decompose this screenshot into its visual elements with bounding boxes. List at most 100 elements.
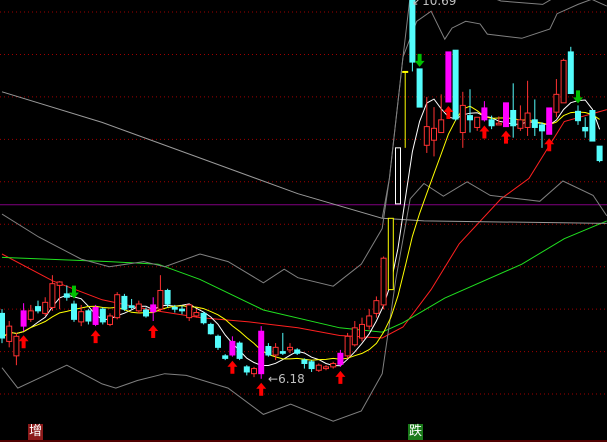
candle-body (438, 119, 445, 134)
candle-body (373, 300, 380, 314)
candle (121, 293, 128, 311)
candle (409, 0, 416, 72)
candle (387, 217, 394, 291)
candle-body (409, 0, 416, 63)
candle-body (495, 122, 502, 126)
candle (186, 304, 193, 322)
candle-body (78, 311, 85, 323)
candle (287, 343, 293, 354)
candle (495, 116, 502, 126)
candle (42, 297, 49, 316)
candle-body (222, 355, 229, 359)
candle-body (215, 335, 221, 348)
candle (416, 68, 423, 108)
candle (20, 303, 27, 332)
candle (337, 349, 344, 367)
candle (222, 354, 229, 361)
candle-body (531, 119, 538, 128)
candle (272, 343, 279, 361)
buy-arrow-icon (443, 105, 454, 119)
sell-arrow-icon (573, 90, 583, 104)
candle-body (143, 309, 149, 317)
candle (265, 343, 272, 357)
candle-body (582, 126, 589, 132)
candle-body (42, 301, 49, 314)
candle (135, 300, 142, 314)
decrease-tag[interactable]: 跌 (408, 424, 424, 440)
candle (373, 296, 380, 318)
candle (56, 281, 63, 310)
candle (517, 105, 524, 131)
buy-arrow-icon (544, 138, 555, 152)
candle-body (596, 145, 603, 162)
candle (531, 99, 538, 136)
candle (301, 358, 308, 369)
candle (164, 288, 171, 308)
candle-body (99, 308, 106, 323)
candle (380, 256, 387, 310)
candle (27, 304, 34, 322)
candle (92, 304, 99, 327)
candle (589, 109, 596, 142)
candle (366, 309, 373, 330)
candle (351, 321, 358, 347)
candle-body (452, 49, 459, 120)
increase-tag[interactable]: 增 (28, 424, 44, 440)
candle-body (135, 303, 142, 312)
candle (308, 360, 315, 372)
candle (229, 336, 236, 357)
candle-body (517, 119, 524, 129)
candle-body (251, 368, 257, 375)
candle (128, 298, 135, 310)
candle-body (553, 93, 560, 113)
candle (200, 311, 207, 325)
candle-body (272, 346, 279, 356)
candle (560, 58, 567, 104)
candle (359, 317, 365, 342)
candle (35, 300, 41, 314)
candle-body (481, 107, 488, 121)
candle (575, 105, 581, 125)
candle (0, 309, 5, 344)
candle-body (387, 217, 394, 291)
candle (431, 107, 437, 157)
candle (258, 326, 265, 379)
candle-body (128, 305, 135, 308)
candle (524, 80, 531, 136)
candle-body (351, 327, 358, 346)
candle-body (560, 59, 567, 104)
candle-body (71, 303, 77, 320)
candle-body (186, 304, 193, 319)
candle (423, 96, 430, 153)
candle-body (27, 310, 34, 320)
candle (85, 309, 92, 325)
candle (71, 300, 77, 322)
candle (596, 145, 603, 163)
candle (215, 334, 221, 350)
candle (402, 70, 409, 148)
candle-body (200, 312, 207, 324)
candle-body (416, 68, 423, 108)
candle (459, 91, 466, 148)
candle (567, 46, 574, 95)
buy-arrow-icon (256, 382, 267, 396)
candle (438, 94, 445, 134)
candle-body (171, 306, 178, 310)
candle-body (207, 323, 214, 335)
candle-body (236, 342, 243, 359)
left-arrow-icon: ← (268, 372, 279, 386)
candle-body (539, 124, 545, 132)
candle-body (114, 294, 121, 319)
candle (546, 107, 553, 135)
candle (236, 341, 243, 361)
candle (143, 307, 149, 318)
candle (553, 79, 560, 118)
candle (481, 101, 488, 122)
candle-body (85, 310, 92, 322)
candle (539, 122, 545, 148)
ma-long-gray-line (1, 91, 607, 224)
candle-body (366, 315, 373, 327)
candle-body (459, 104, 466, 134)
candle-body (157, 289, 164, 310)
